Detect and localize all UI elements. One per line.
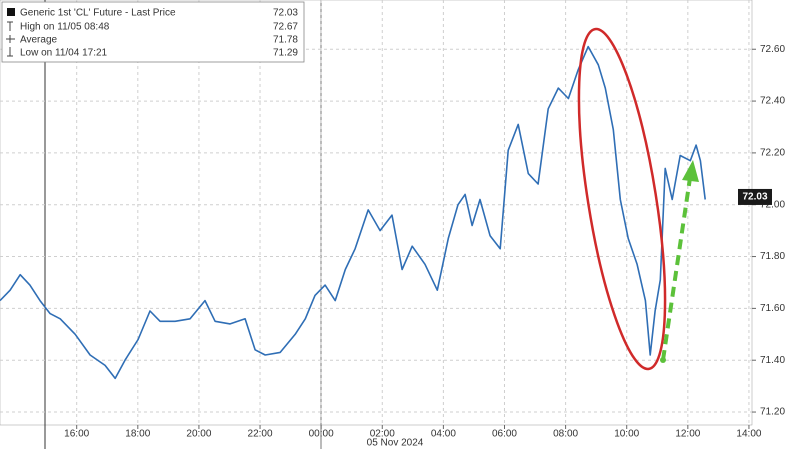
chart-layer: 71.20 71.40 71.60 71.80 72.00 72.20 72.40 72.60… xyxy=(0,0,785,440)
plot-area xyxy=(0,0,753,426)
legend-box xyxy=(1,1,305,63)
last-price-box xyxy=(738,188,772,205)
y-tick-label: 71.80 xyxy=(760,251,785,262)
x-tick-label: 04:00 xyxy=(431,429,456,440)
highlight-ellipse xyxy=(577,27,667,371)
price-line xyxy=(0,45,706,380)
x-tick-label: 06:00 xyxy=(492,429,517,440)
legend-icon xyxy=(7,47,13,57)
x-tick-label: 18:00 xyxy=(125,429,150,440)
x-tick-label: 20:00 xyxy=(186,429,211,440)
arrow-head xyxy=(682,160,699,182)
legend-value: 71.78 xyxy=(273,35,298,46)
x-tick-label: 14:00 xyxy=(736,429,761,440)
x-tick-label: 00:00 xyxy=(309,429,334,440)
x-tick-label: 12:00 xyxy=(675,429,700,440)
legend-label: Average xyxy=(20,35,58,46)
y-tick-label: 72.40 xyxy=(760,96,785,107)
x-tick-label: 02:00 xyxy=(370,429,395,440)
x-tick-label: 16:00 xyxy=(64,429,89,440)
y-tick-label: 71.40 xyxy=(760,355,785,366)
legend-icon xyxy=(7,21,13,31)
legend-label: High on 11/05 08:48 xyxy=(20,22,110,33)
x-tick-label: 22:00 xyxy=(248,429,273,440)
legend: Generic 1st 'CL' Future - Last Price 72.… xyxy=(1,1,305,63)
last-price-label: 72.03 xyxy=(742,192,767,203)
rebound-arrow xyxy=(661,177,692,361)
x-tick-label: 08:00 xyxy=(553,429,578,440)
legend-label: Generic 1st 'CL' Future - Last Price xyxy=(20,8,176,19)
y-tick-label: 72.00 xyxy=(760,199,785,210)
y-tick-label: 72.20 xyxy=(760,148,785,159)
y-tick-label: 72.60 xyxy=(760,44,785,55)
legend-label: Low on 11/04 17:21 xyxy=(20,48,108,59)
legend-value: 72.67 xyxy=(273,22,298,33)
legend-icon xyxy=(6,35,15,43)
legend-value: 72.03 xyxy=(273,8,298,19)
y-tick-label: 71.20 xyxy=(760,407,785,418)
date-label: 05 Nov 2024 xyxy=(367,438,424,449)
y-tick-label: 71.60 xyxy=(760,303,785,314)
legend-swatch xyxy=(7,8,15,16)
arrow-tail xyxy=(660,357,666,363)
x-tick-label: 10:00 xyxy=(614,429,639,440)
legend-value: 71.29 xyxy=(273,48,298,59)
